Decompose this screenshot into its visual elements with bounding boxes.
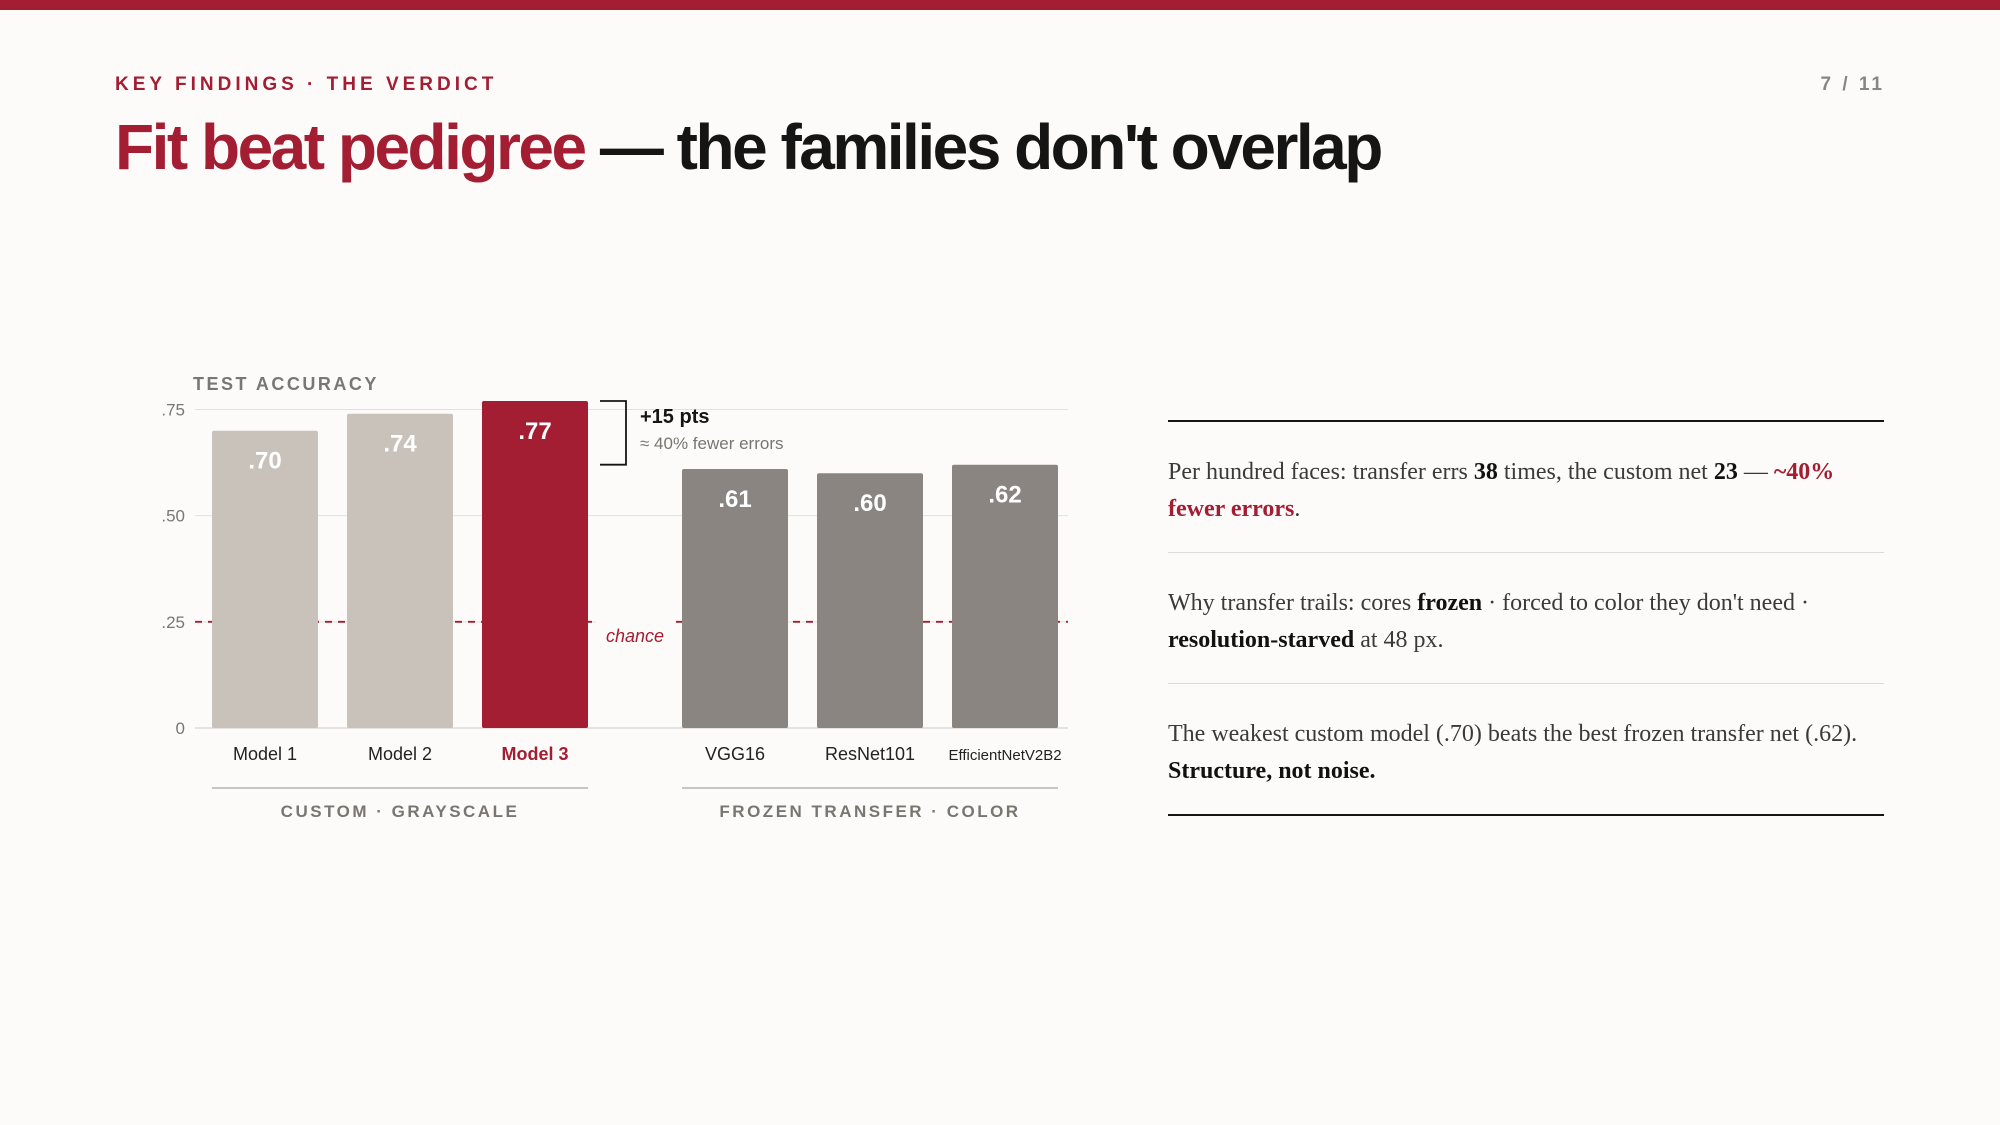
bar-value-label: .61 xyxy=(718,486,751,513)
note-text-segment: ~40% fewer errors xyxy=(1168,459,1835,522)
category-label: ResNet101 xyxy=(825,744,915,764)
title-accent: Fit beat pedigree xyxy=(115,111,587,183)
category-label: VGG16 xyxy=(705,744,765,764)
note-text-segment: resolution-starved xyxy=(1168,627,1355,653)
note-text-segment: . xyxy=(1294,496,1301,522)
y-tick-label: .25 xyxy=(161,613,185,632)
category-label: Model 1 xyxy=(233,744,297,764)
findings-notes: Per hundred faces: transfer errs 38 time… xyxy=(1168,420,1884,816)
category-label: Model 3 xyxy=(501,744,568,764)
note-text-segment: 38 xyxy=(1473,459,1498,485)
note-transfer-reasons: Why transfer trails: cores frozen · forc… xyxy=(1168,552,1884,683)
note-text-segment: · forced to color they don't need · xyxy=(1482,590,1809,616)
note-text-segment: 23 xyxy=(1713,459,1738,485)
y-tick-label: 0 xyxy=(176,719,185,738)
bar-value-label: .60 xyxy=(853,490,886,517)
gain-bracket xyxy=(600,400,627,466)
note-text-segment: Per hundred faces: transfer errs xyxy=(1168,459,1474,485)
note-structure: The weakest custom model (.70) beats the… xyxy=(1168,683,1884,814)
chance-label: chance xyxy=(606,626,664,646)
group-label: FROZEN TRANSFER · COLOR xyxy=(719,802,1020,821)
note-text-segment: The weakest custom model (.70) beats the… xyxy=(1168,721,1858,747)
bar-value-label: .74 xyxy=(383,431,417,458)
bar-efficientnetv2b2 xyxy=(952,464,1058,728)
note-text-segment: times, the custom net xyxy=(1497,459,1714,485)
note-text-segment: Structure, not noise. xyxy=(1168,758,1376,784)
group-label: CUSTOM · GRAYSCALE xyxy=(281,802,520,821)
accuracy-bar-chart: TEST ACCURACY 0 .25 .50 .75 .70 Model 1 .74 Mode… xyxy=(161,374,1068,821)
chance-label-bg xyxy=(596,619,676,646)
bar-vgg16 xyxy=(682,468,788,728)
note-error-rate: Per hundred faces: transfer errs 38 time… xyxy=(1168,422,1884,552)
note-text-segment: Why transfer trails: cores xyxy=(1168,590,1418,616)
gain-annotation-sub: ≈ 40% fewer errors xyxy=(640,434,784,453)
bar-model-3 xyxy=(482,401,588,728)
bar-resnet101 xyxy=(817,473,923,728)
page-title: Fit beat pedigree — the families don't o… xyxy=(115,110,1383,184)
note-text-segment: at 48 px. xyxy=(1354,627,1444,653)
note-text-segment: frozen xyxy=(1417,590,1483,616)
bar-value-label: .70 xyxy=(248,448,281,475)
section-kicker: KEY FINDINGS · THE VERDICT xyxy=(115,74,498,95)
category-label: Model 2 xyxy=(368,744,432,764)
note-text-segment: — xyxy=(1737,459,1774,485)
bar-value-label: .62 xyxy=(988,482,1021,509)
top-accent-bar xyxy=(0,0,2000,10)
bar-value-label: .77 xyxy=(518,418,551,445)
page-number: 7 / 11 xyxy=(1820,74,1885,95)
bar-model-1 xyxy=(212,430,318,728)
gain-annotation: +15 pts xyxy=(640,406,709,428)
category-label: EfficientNetV2B2 xyxy=(948,747,1061,764)
bar-model-2 xyxy=(347,413,453,728)
title-rest: — the families don't overlap xyxy=(584,111,1383,183)
y-tick-label: .50 xyxy=(161,507,185,526)
y-tick-label: .75 xyxy=(161,400,185,419)
y-axis-title: TEST ACCURACY xyxy=(193,374,379,394)
